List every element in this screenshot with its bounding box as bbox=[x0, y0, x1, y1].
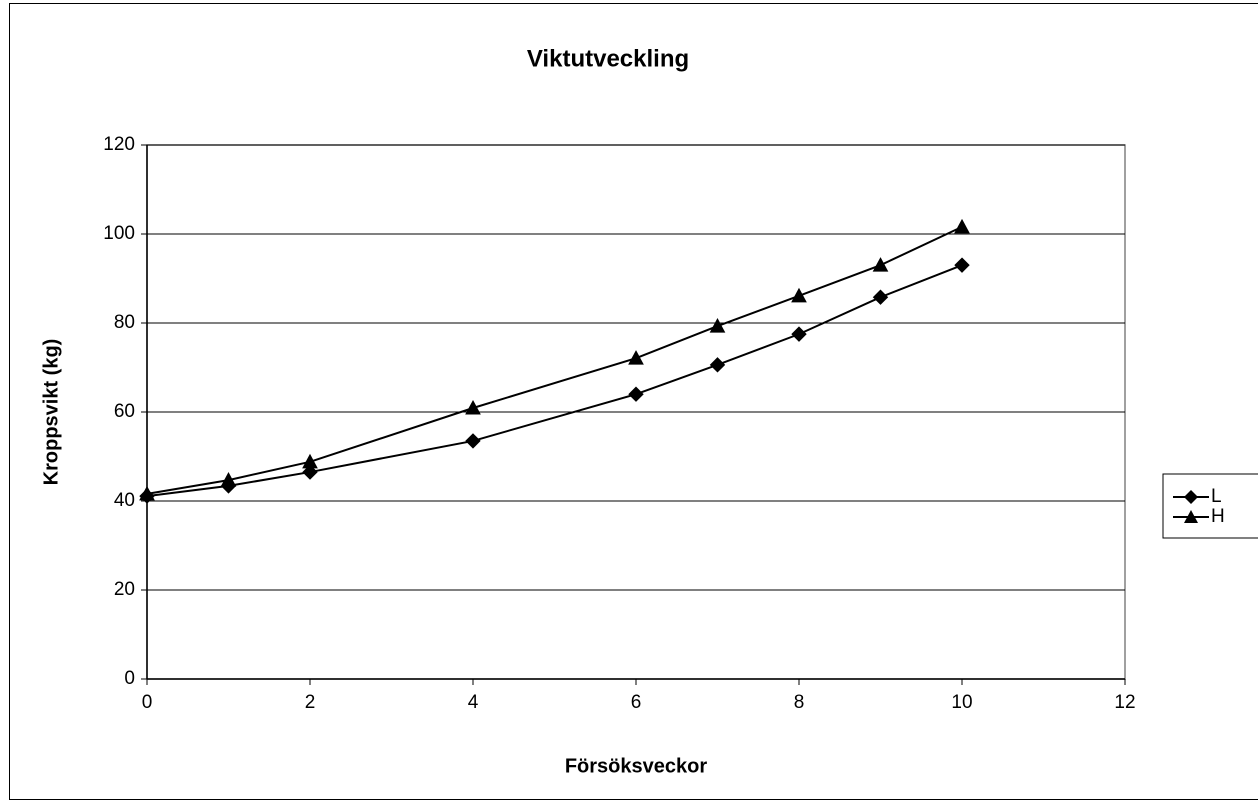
marker bbox=[628, 386, 644, 402]
y-tick-label: 120 bbox=[103, 134, 135, 155]
y-tick-label: 40 bbox=[114, 490, 135, 511]
legend-marker bbox=[1184, 490, 1198, 504]
marker bbox=[791, 287, 807, 303]
y-tick-label: 80 bbox=[114, 312, 135, 333]
x-tick-label: 8 bbox=[794, 692, 805, 713]
marker bbox=[302, 464, 318, 480]
legend-label: H bbox=[1211, 506, 1225, 527]
y-tick-label: 60 bbox=[114, 401, 135, 422]
marker bbox=[220, 472, 237, 487]
marker bbox=[465, 433, 481, 449]
marker bbox=[465, 399, 481, 415]
legend-box bbox=[1162, 473, 1258, 539]
legend-label: L bbox=[1211, 486, 1222, 507]
x-axis-label: Försöksveckor bbox=[565, 755, 708, 777]
marker bbox=[302, 453, 318, 469]
x-tick-label: 0 bbox=[142, 692, 153, 713]
y-tick-label: 20 bbox=[114, 579, 135, 600]
marker bbox=[139, 485, 155, 501]
y-tick-label: 0 bbox=[124, 668, 135, 689]
marker bbox=[954, 218, 970, 234]
x-tick-label: 12 bbox=[1114, 692, 1135, 713]
marker bbox=[872, 289, 889, 305]
marker bbox=[709, 357, 726, 373]
x-tick-label: 10 bbox=[951, 692, 972, 713]
chart-title: Viktutveckling bbox=[527, 45, 689, 72]
x-tick-label: 2 bbox=[305, 692, 316, 713]
marker bbox=[791, 326, 807, 342]
legend-marker bbox=[1184, 510, 1198, 523]
marker bbox=[872, 257, 889, 272]
marker bbox=[628, 350, 644, 365]
x-tick-label: 4 bbox=[468, 692, 479, 713]
marker bbox=[709, 318, 726, 333]
y-axis-label: Kroppsvikt (kg) bbox=[40, 339, 62, 486]
x-tick-label: 6 bbox=[631, 692, 642, 713]
marker bbox=[954, 257, 970, 273]
y-tick-label: 100 bbox=[103, 223, 135, 244]
